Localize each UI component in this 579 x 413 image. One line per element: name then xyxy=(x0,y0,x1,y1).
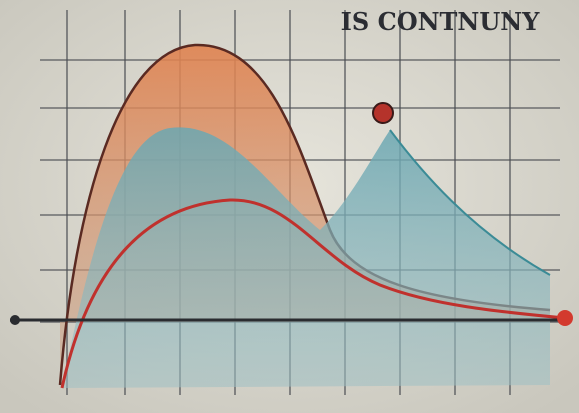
title: IS CONTNUNY xyxy=(341,7,541,36)
illustration: IS CONTNUNY xyxy=(0,0,579,413)
red-dot xyxy=(373,103,393,123)
axis-dot xyxy=(10,315,20,325)
page: IS CONTNUNY (() => { const data = JSON.p… xyxy=(0,0,579,413)
red-dot-end xyxy=(557,310,573,326)
